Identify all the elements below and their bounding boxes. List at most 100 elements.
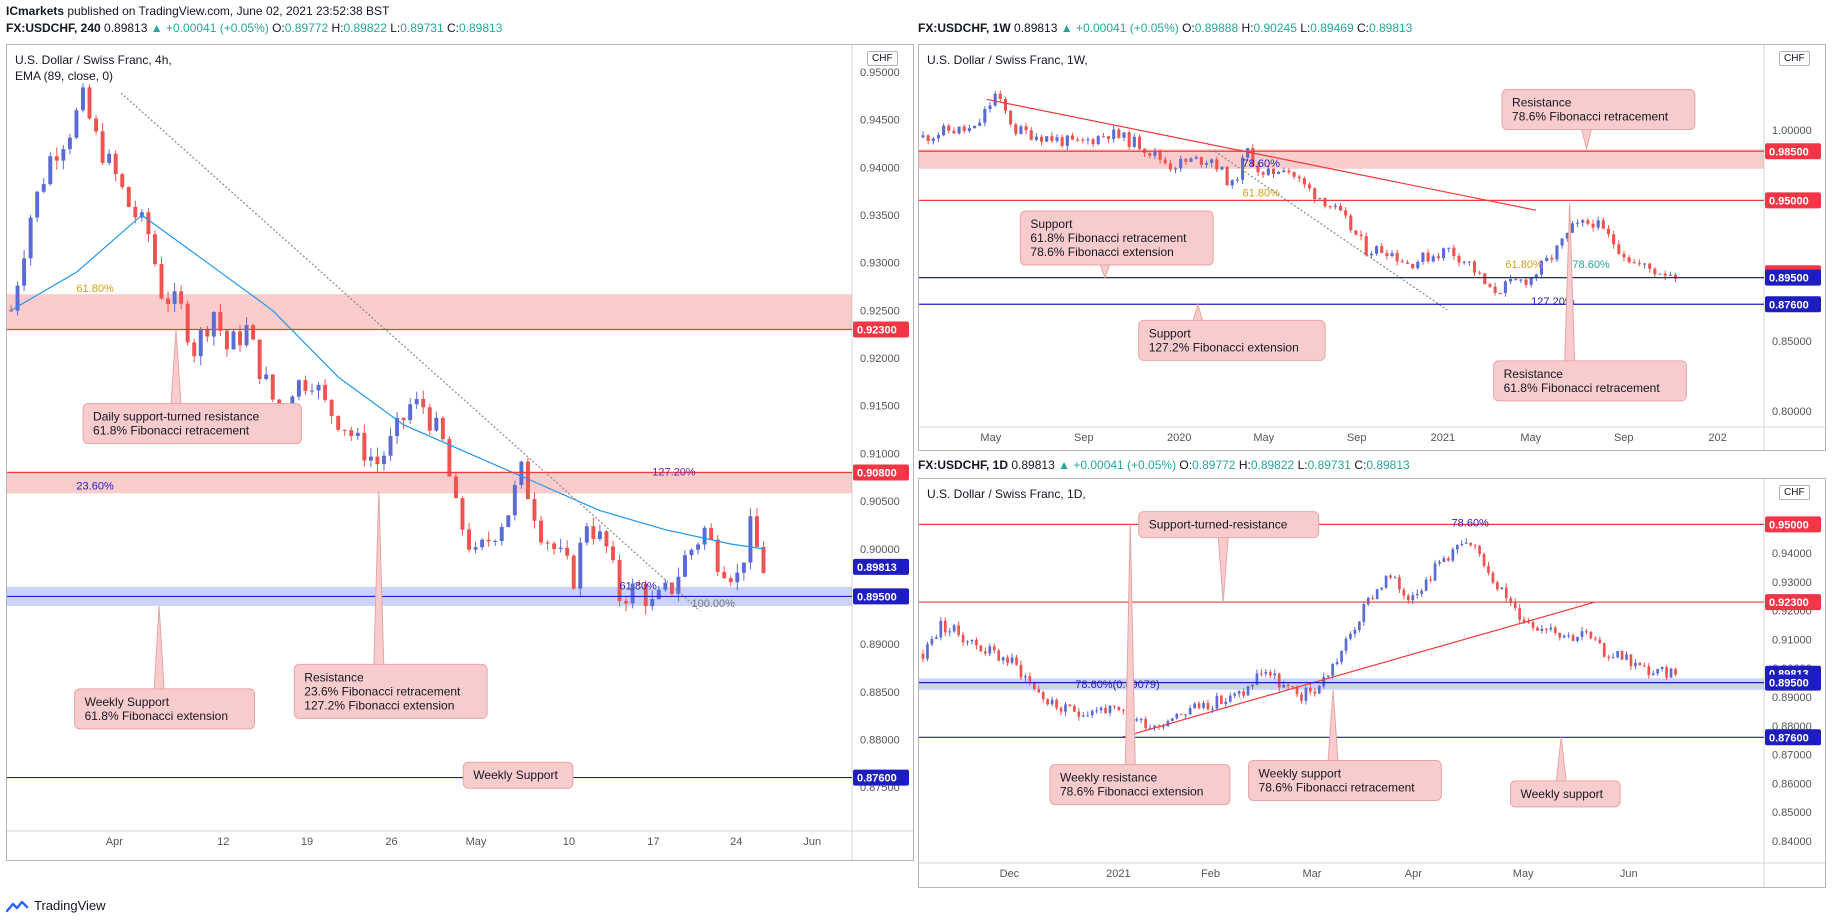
candle-body [1261, 172, 1265, 175]
candle-body [1496, 582, 1499, 590]
y-tick-label: 0.87000 [1772, 750, 1812, 762]
candle-body [1060, 137, 1064, 146]
candle-body [939, 620, 943, 638]
open-4h: 0.89772 [284, 21, 329, 35]
chart-svg-1d[interactable]: 0.950000.940000.930000.920000.910000.900… [919, 479, 1825, 887]
candle-body [952, 625, 956, 632]
tradingview-logo-icon [6, 900, 29, 912]
candle-body [1277, 172, 1281, 175]
candle-body [1344, 210, 1348, 216]
candle-body [1455, 545, 1459, 550]
candle-body [1228, 695, 1232, 702]
fib-label: 78.60% [1572, 259, 1610, 271]
candle-body [1518, 608, 1521, 620]
candle-body [9, 310, 13, 312]
candle-body [1015, 657, 1018, 665]
chart-panel-1d[interactable]: 0.950000.940000.930000.920000.910000.900… [918, 478, 1826, 888]
fib-label: 78.60% [1243, 158, 1281, 170]
candle-body [1571, 635, 1575, 641]
candle-body [1539, 261, 1544, 275]
trend-line [1214, 150, 1448, 311]
chart-panel-1w[interactable]: 1.000000.950000.900000.850000.80000MaySe… [918, 44, 1826, 451]
callout-box [1138, 319, 1326, 361]
candle-body [1601, 220, 1605, 229]
chart-svg-1w[interactable]: 1.000000.950000.900000.850000.80000MaySe… [919, 45, 1825, 450]
candle-body [1055, 137, 1059, 141]
candle-body [931, 138, 935, 141]
chart-panel-4h[interactable]: 0.95000 0.94500 0.94000 0.93500 0.93000 0.925… [6, 44, 914, 861]
candle-body [1019, 664, 1023, 678]
ema-line [10, 214, 764, 550]
close-1w: 0.89813 [1368, 21, 1413, 35]
candle-body [1173, 168, 1178, 170]
candle-body [702, 527, 707, 545]
candle-body [624, 600, 629, 604]
candle-body [336, 415, 341, 430]
candle-body [565, 547, 570, 556]
candle-body [1086, 139, 1090, 141]
chart-svg-4h[interactable]: 0.95000 0.94500 0.94000 0.93500 0.93000 0.925… [7, 45, 913, 860]
candle-body [486, 539, 491, 542]
callout-text: 127.2% Fibonacci extension [1149, 340, 1299, 354]
candle-body [936, 135, 941, 139]
fib-label: 61.80% [1243, 187, 1281, 199]
candle-body [1457, 256, 1461, 263]
candle-body [1304, 687, 1308, 701]
high-4h: 0.89822 [343, 21, 387, 35]
candle-body [1233, 693, 1237, 696]
candle-body [1313, 188, 1317, 199]
up-arrow-icon: ▲ [150, 21, 163, 35]
candle-body [545, 542, 550, 544]
candle-body [493, 540, 498, 542]
candle-body [1010, 657, 1014, 663]
candle-body [1371, 597, 1375, 599]
candle-body [1467, 261, 1471, 263]
price-label-bg [853, 321, 909, 338]
candle-body [578, 542, 583, 589]
candle-body [741, 562, 746, 573]
candle-body [342, 429, 347, 431]
candle-body [1153, 150, 1157, 156]
candle-body [1406, 595, 1410, 601]
candle-body [480, 539, 485, 548]
candle-body [1514, 278, 1518, 281]
candle-body [1560, 238, 1564, 246]
y-tick-label: 0.88500 [860, 687, 900, 699]
low-1d: 0.89731 [1307, 458, 1351, 472]
candle-body [1651, 673, 1655, 676]
callout-box [1493, 360, 1687, 402]
candle-body [1024, 126, 1028, 131]
candle-body [957, 625, 960, 635]
candle-body [61, 149, 66, 161]
candle-body [434, 417, 439, 431]
callout-text: Weekly resistance [1060, 771, 1157, 785]
candle-body [1498, 292, 1502, 294]
trend-line [986, 98, 1536, 211]
candle-body [1202, 702, 1205, 708]
high-1w: 0.90245 [1253, 21, 1297, 35]
candle-body [166, 298, 171, 304]
callout: Support-turned-resistance [1138, 511, 1320, 603]
candle-body [1179, 158, 1183, 169]
footer-brand[interactable]: TradingView [6, 898, 106, 913]
candle-body [1353, 629, 1357, 634]
candle-body [1589, 632, 1593, 639]
candle-body [1415, 593, 1419, 596]
candle-body [499, 526, 504, 541]
candle-body [218, 312, 223, 331]
candle-body [597, 531, 602, 539]
callout-text: 78.6% Fibonacci retracement [1512, 110, 1669, 124]
candle-body [947, 125, 951, 131]
candle-body [1081, 139, 1085, 141]
candle-body [591, 526, 596, 539]
candle-body [401, 417, 406, 421]
candle-body [1580, 631, 1584, 637]
callout-pointer [1217, 536, 1229, 603]
candle-body [1264, 672, 1268, 674]
candle-body [962, 126, 966, 131]
candle-body [689, 549, 694, 556]
candle-body [992, 646, 996, 651]
y-tick-label: 1.00000 [1772, 125, 1812, 137]
